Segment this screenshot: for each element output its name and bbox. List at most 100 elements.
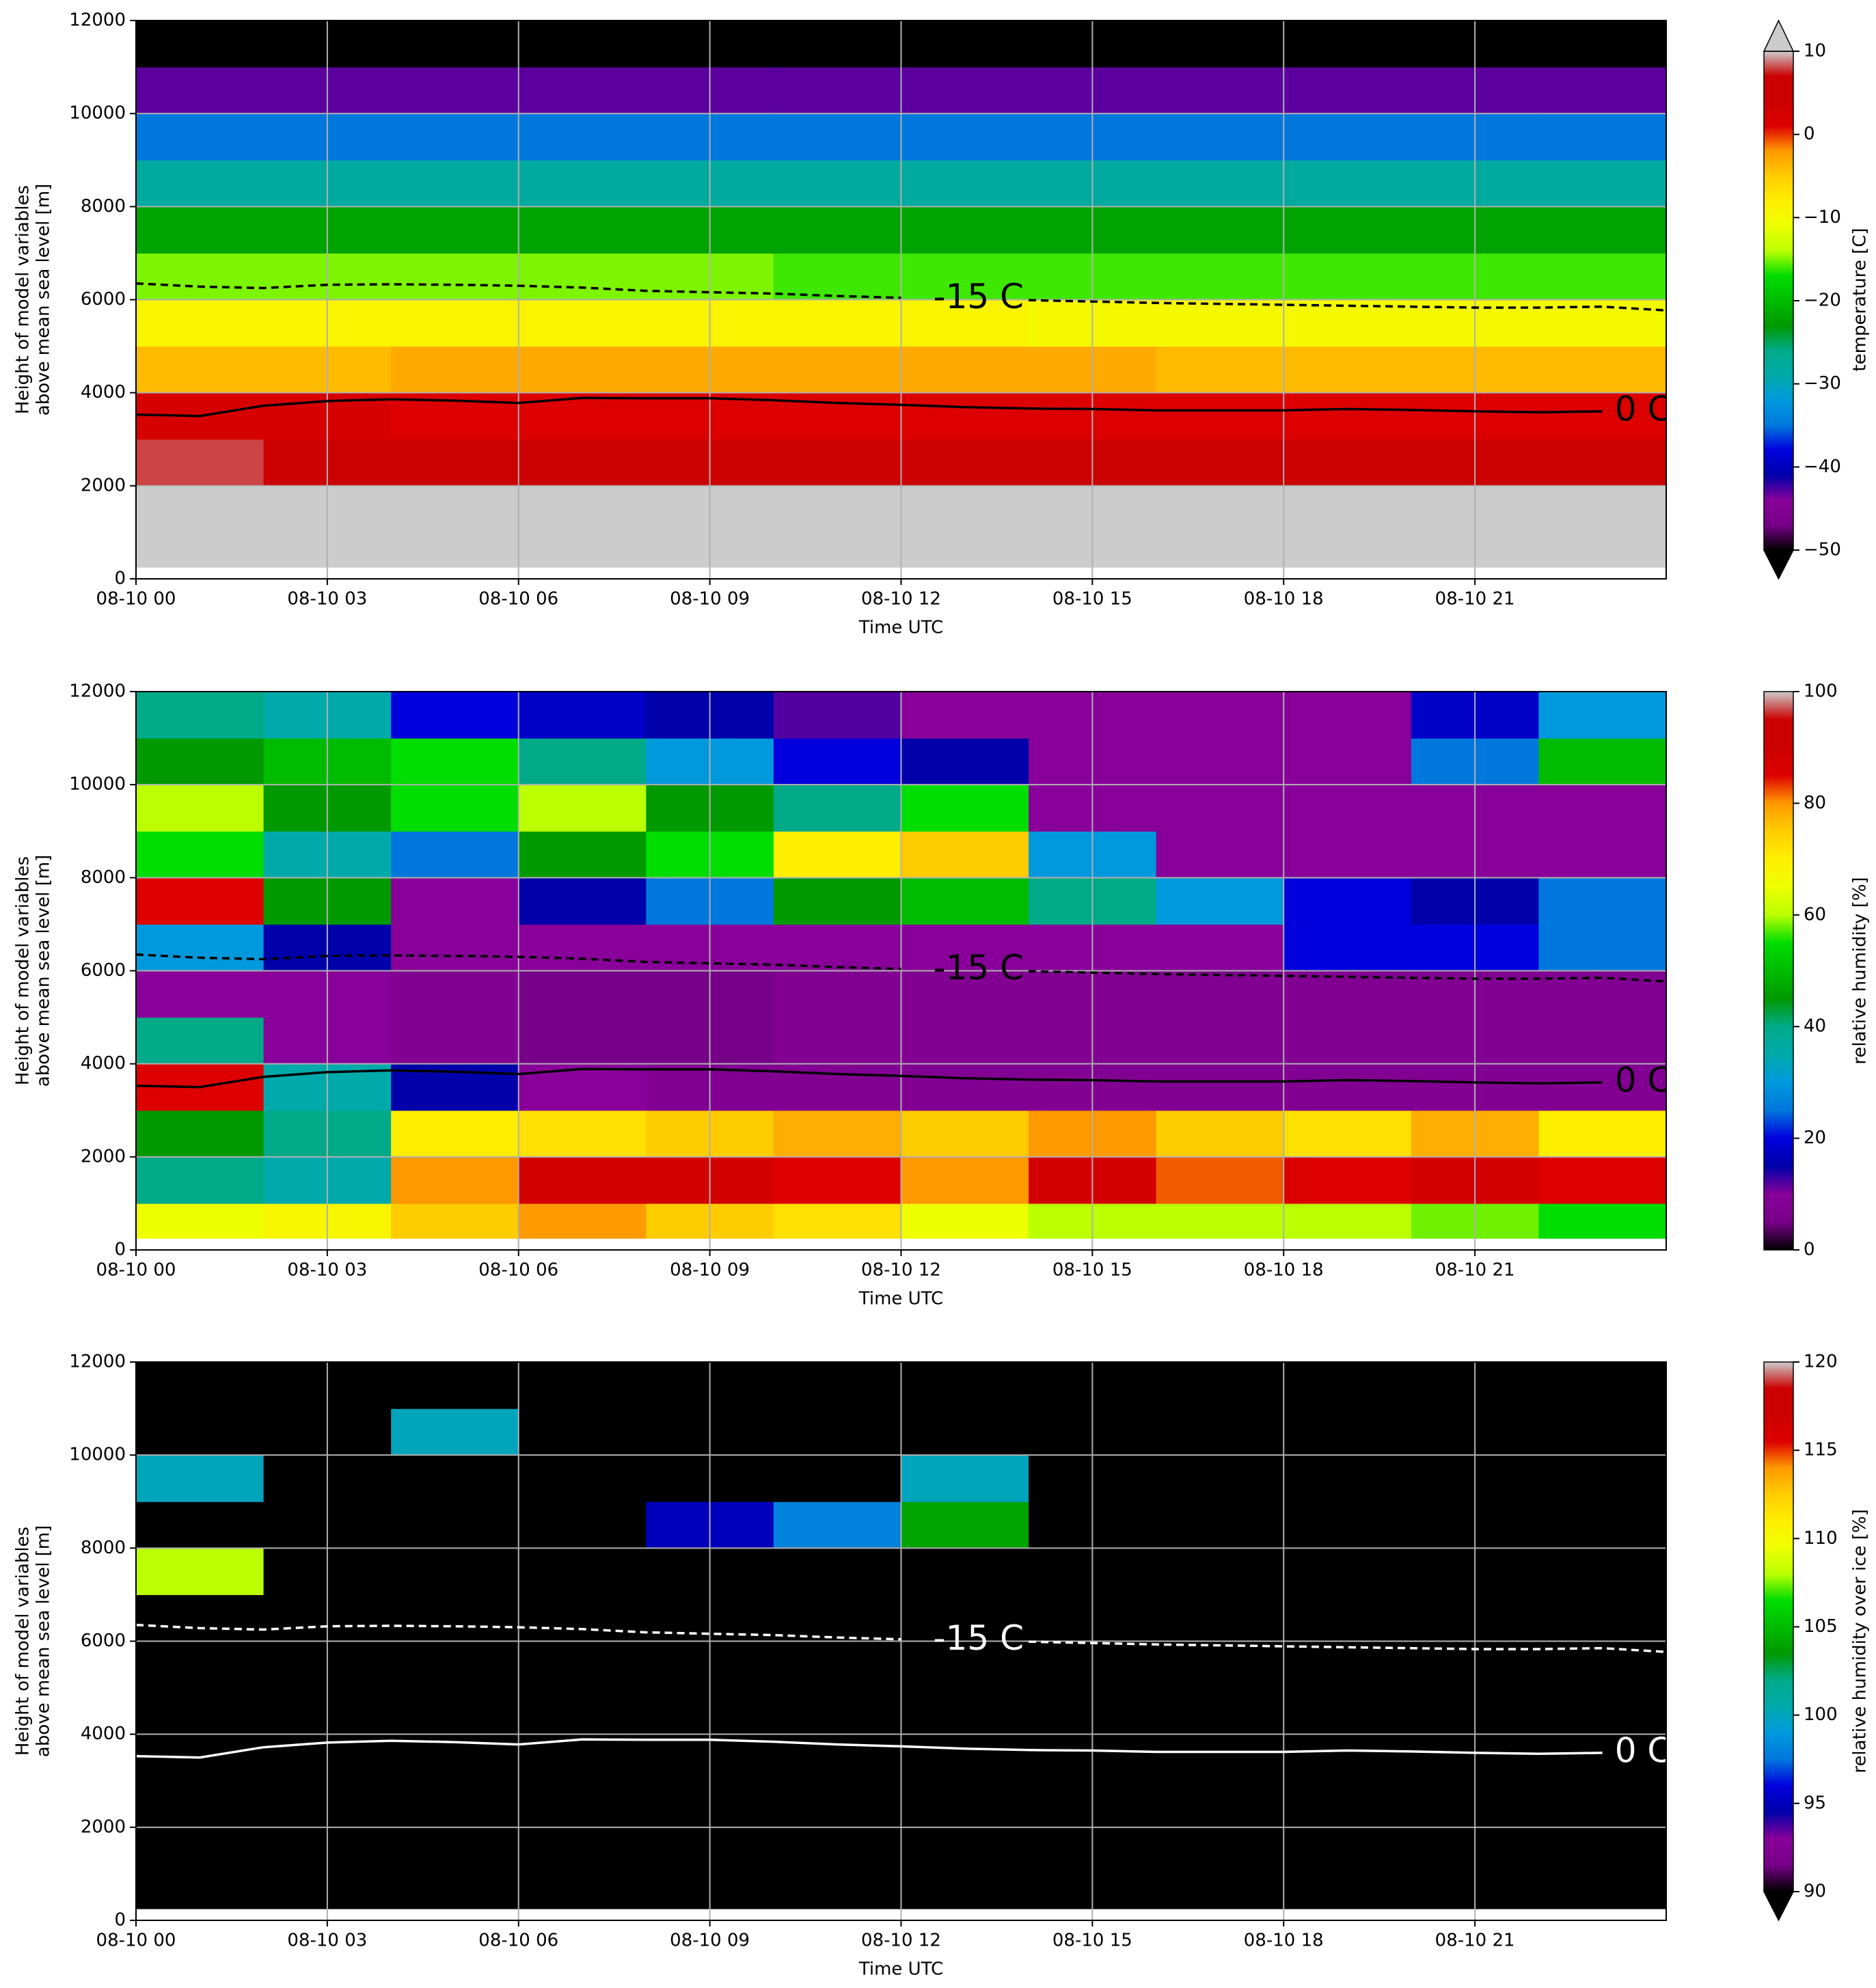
heatmap-cell <box>136 1873 264 1909</box>
heatmap-cell <box>1538 738 1666 785</box>
heatmap-cell <box>391 485 519 533</box>
y-tick-label: 10000 <box>69 103 126 124</box>
heatmap-cell <box>1283 1827 1412 1875</box>
heatmap-cell <box>391 1780 519 1828</box>
heatmap-cell <box>391 67 519 114</box>
heatmap-cell <box>136 346 264 394</box>
x-axis-label: Time UTC <box>858 1289 943 1309</box>
heatmap-cell <box>773 1156 902 1204</box>
heatmap-cell <box>1156 113 1284 161</box>
y-tick-label: 0 <box>114 1240 126 1260</box>
heatmap-cell <box>1283 1063 1412 1111</box>
heatmap-cell <box>1156 1873 1284 1909</box>
heatmap-cell <box>1538 1548 1666 1596</box>
y-tick-label: 10000 <box>69 774 126 795</box>
heatmap-cell <box>773 831 902 878</box>
heatmap-cell <box>901 924 1029 972</box>
heatmap-cell <box>1538 160 1666 207</box>
heatmap-cell <box>1538 785 1666 832</box>
heatmap-cell <box>901 785 1029 832</box>
heatmap-cell <box>901 1408 1029 1456</box>
plot-area: -15 C 0 C <box>136 21 1666 579</box>
heatmap-cell <box>391 1594 519 1642</box>
heatmap-cell <box>901 970 1029 1018</box>
heatmap-cell <box>1283 692 1412 739</box>
colorbar-tick-label: 60 <box>1804 904 1826 925</box>
heatmap-cell <box>1538 113 1666 161</box>
y-tick-label: 4000 <box>81 1724 126 1744</box>
heatmap-cell <box>136 1110 264 1158</box>
heatmap-cell <box>136 1501 264 1549</box>
heatmap-cell <box>901 113 1029 161</box>
heatmap-cell <box>136 1362 264 1409</box>
heatmap-cell <box>1538 21 1666 68</box>
heatmap-cell <box>1156 970 1284 1018</box>
heatmap-cell <box>1283 738 1412 785</box>
plot-area: -15 C 0 C <box>136 1362 1672 1920</box>
heatmap-cell <box>136 206 264 254</box>
x-tick-label: 08-10 21 <box>1435 1260 1515 1281</box>
heatmap-cell <box>773 485 902 533</box>
heatmap-cell <box>136 1594 264 1642</box>
heatmap-cell <box>773 299 902 347</box>
heatmap-cell <box>136 1641 264 1689</box>
x-tick-label: 08-10 06 <box>478 1260 558 1281</box>
heatmap-cell <box>773 1203 902 1239</box>
heatmap-cell <box>1538 392 1666 440</box>
y-tick-label: 4000 <box>81 382 126 403</box>
colorbar-tick-label: 110 <box>1804 1528 1838 1549</box>
heatmap-cell <box>901 692 1029 739</box>
heatmap-cell <box>518 299 647 347</box>
heatmap-cell <box>901 1641 1029 1689</box>
heatmap-cell <box>391 113 519 161</box>
heatmap-cell <box>901 1017 1029 1065</box>
heatmap-cell <box>518 1501 647 1549</box>
x-tick-label: 08-10 06 <box>478 589 558 610</box>
x-tick-label: 08-10 03 <box>287 1260 367 1281</box>
heatmap-cell <box>136 924 264 972</box>
heatmap-cell <box>391 253 519 301</box>
colorbar-tick-label: −10 <box>1804 207 1841 228</box>
heatmap-cell <box>901 346 1029 394</box>
x-tick-label: 08-10 18 <box>1244 589 1324 610</box>
contour-label: 0 C <box>1615 1730 1672 1770</box>
heatmap-cell <box>773 970 902 1018</box>
heatmap-cell <box>136 1687 264 1735</box>
heatmap-cell <box>1156 253 1284 301</box>
heatmap-cell <box>901 1063 1029 1111</box>
heatmap-cell <box>773 253 902 301</box>
x-tick-label: 08-10 03 <box>287 589 367 610</box>
heatmap-cell <box>1283 1156 1412 1204</box>
colorbar-tick-label: 40 <box>1804 1016 1826 1037</box>
heatmap-cell <box>773 692 902 739</box>
heatmap-cell <box>518 392 647 440</box>
heatmap-cell <box>1156 346 1284 394</box>
heatmap-cell <box>136 785 264 832</box>
heatmap-cell <box>136 738 264 785</box>
heatmap-cell <box>391 1687 519 1735</box>
heatmap-cell <box>901 1594 1029 1642</box>
heatmap-cell <box>1538 1203 1666 1239</box>
heatmap-cell <box>1283 439 1412 487</box>
heatmap-cell <box>901 253 1029 301</box>
heatmap-cell <box>518 1017 647 1065</box>
heatmap-cell <box>391 970 519 1018</box>
heatmap-cell <box>1538 1501 1666 1549</box>
heatmap-cell <box>773 1362 902 1409</box>
heatmap-cell <box>136 21 264 68</box>
heatmap-cell <box>136 1017 264 1065</box>
x-tick-label: 08-10 03 <box>287 1931 367 1951</box>
heatmap-cell <box>1283 346 1412 394</box>
heatmap-cell <box>1283 67 1412 114</box>
heatmap-cell <box>518 1873 647 1909</box>
heatmap-cell <box>901 160 1029 207</box>
heatmap-cell <box>773 1063 902 1111</box>
heatmap-cell <box>1283 1203 1412 1239</box>
heatmap-cell <box>1156 160 1284 207</box>
heatmap-cell <box>901 1734 1029 1782</box>
heatmap-cell <box>518 346 647 394</box>
heatmap-cell <box>1156 485 1284 533</box>
y-tick-label: 2000 <box>81 1816 126 1837</box>
contour-label: -15 C <box>934 948 1024 988</box>
heatmap-cell <box>518 1594 647 1642</box>
